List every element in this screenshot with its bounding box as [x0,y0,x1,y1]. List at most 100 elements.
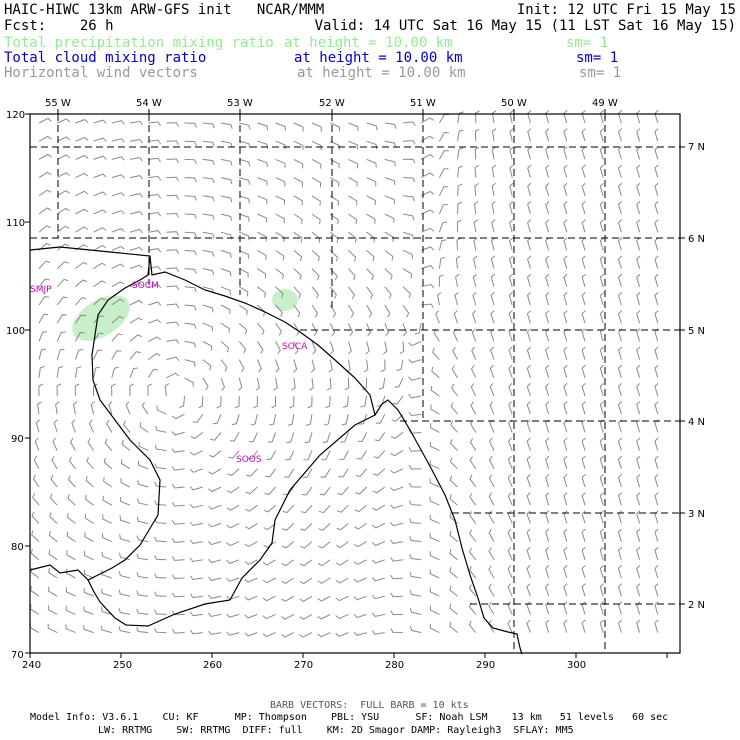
wind-barb [599,255,604,269]
wind-barb [265,468,277,478]
wind-barb [189,521,203,527]
wind-barb [38,260,51,269]
wind-barb [192,413,204,423]
wind-barb [451,365,459,379]
wind-barb [581,273,586,287]
wind-barb [275,268,284,280]
precip-area-east [272,289,298,311]
wind-barb [286,432,295,444]
wind-barb [429,551,440,561]
wind-barb [599,201,604,215]
wind-barb [366,158,377,168]
wind-barb [408,394,422,399]
y-tick-110: 110 [6,218,25,229]
wind-barb [293,213,303,224]
wind-barb [310,359,316,373]
wind-barb [202,122,215,129]
wind-barb [147,383,152,397]
wind-barb [32,493,40,506]
wind-barb [488,601,495,615]
wind-barb [449,530,458,542]
wind-barb [111,383,116,397]
wind-barb [457,111,464,124]
wind-barb [507,510,513,524]
wind-barb [526,601,531,615]
wind-barb [300,541,313,549]
wind-barb [599,528,604,542]
wind-barb [293,122,304,132]
wind-barb [545,528,550,542]
wind-barb [255,377,260,391]
wind-barb [281,577,295,584]
x-tick-270: 270 [294,660,313,671]
wind-barb [93,137,107,142]
wind-barb [636,401,641,415]
wind-barb [470,383,477,397]
wind-barb [390,450,404,457]
wind-barb [636,565,641,579]
wind-barb [285,450,295,461]
wind-barb [83,569,94,579]
wind-barb [526,565,531,579]
wind-barb [420,209,435,215]
wind-barb [473,201,479,215]
wind-barb [469,529,477,542]
wind-barb [238,341,247,354]
wind-barb [179,395,186,408]
wind-barb [545,492,550,506]
wind-barb [471,346,477,360]
wind-barb [66,568,76,579]
wind-barb [90,401,96,415]
wind-barb [311,195,321,206]
wind-barb [455,255,461,269]
wind-barb [184,231,197,238]
wind-barb [420,190,435,197]
wind-barb [30,586,40,597]
wind-barb [409,607,422,615]
wind-barb [311,322,318,336]
wind-barb [227,468,240,476]
wind-barb [654,128,659,142]
model-info-line2: LW: RRTMG SW: RRTMG DIFF: full KM: 2D Sm… [98,725,574,736]
wind-barb [402,121,416,126]
wind-barb [599,601,604,615]
wind-barb [454,292,459,306]
wind-barb [147,368,159,379]
wind-barb [526,328,531,342]
wind-barb [338,468,349,478]
wind-barb [473,219,479,233]
wind-barb [220,377,226,391]
wind-barb [154,536,167,543]
wind-barb [527,182,532,196]
wind-barb [88,419,95,433]
wind-barb [293,286,302,299]
wind-barb [488,528,495,542]
wind-barb [138,441,149,452]
wind-barb [189,486,203,491]
wind-barb [93,280,106,288]
wind-barb [636,110,641,124]
wind-barb [491,128,497,142]
wind-barb [184,304,197,311]
wind-barb [420,117,434,124]
wind-barb [93,332,104,342]
wind-barb [420,172,434,179]
wind-barb [301,486,313,496]
wind-barb [390,504,404,509]
wind-barb [329,177,340,188]
wind-barb [257,122,269,131]
wind-barb [348,140,359,150]
wind-barb [111,245,125,251]
wind-barb [526,546,531,560]
wind-barb [469,456,477,470]
wind-barb [563,565,568,579]
wind-barb [581,328,586,342]
wind-barb [373,450,386,459]
barb-legend: BARB VECTORS: FULL BARB = 10 kts [270,700,469,711]
wind-barb [85,475,94,488]
wind-barb [250,414,258,426]
wind-barb [75,172,89,179]
wind-barb [38,278,50,288]
wind-barb [581,619,586,633]
wind-barb [269,414,277,426]
